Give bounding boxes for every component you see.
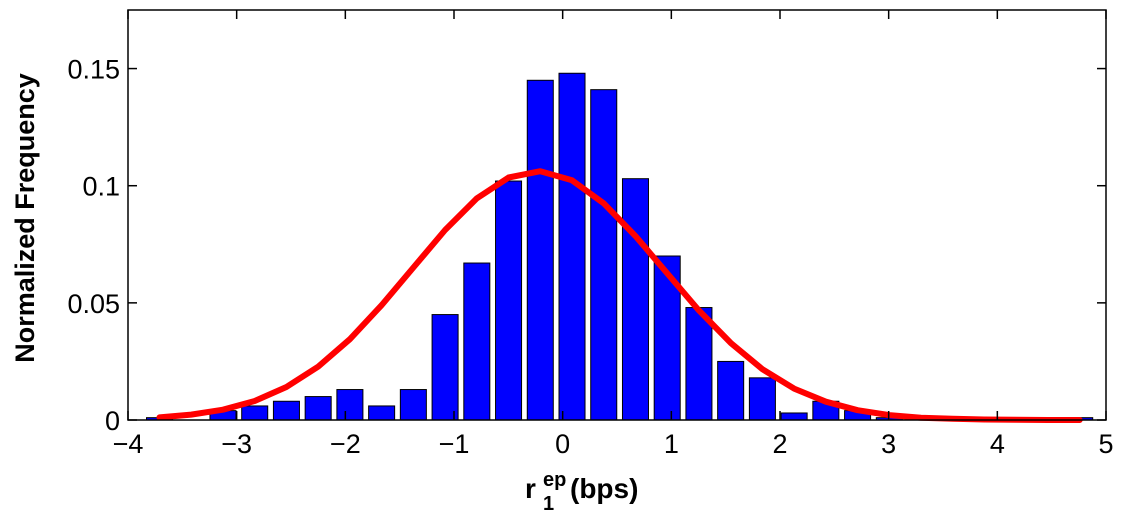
histogram-bar [621,178,649,421]
histogram-bar [336,389,364,421]
y-tick-label: 0.15 [67,55,120,85]
histogram-bar [495,180,523,421]
histogram-bar [780,412,808,421]
histogram-bar [431,314,459,421]
y-tick-label: 0.1 [82,172,120,202]
x-tick-label: −3 [221,429,252,459]
x-tick-labels: −4 −3 −2 −1 0 1 2 3 4 5 [113,429,1114,459]
x-tick-label: 0 [555,429,570,459]
histogram-bar [590,89,618,421]
fit-curve [156,168,1083,423]
histogram-bar [304,396,332,421]
histogram-bar [463,262,491,421]
y-axis-title: Normalized Frequency [10,73,40,363]
histogram-bar [399,389,427,421]
plot-frame [127,9,1107,421]
x-tick-label: 3 [881,429,896,459]
fit-curve-line [156,168,1083,423]
x-axis-title-subscript: 1 [543,493,554,515]
histogram-bar [272,400,300,421]
histogram-bar [748,377,776,421]
x-tick-label: −4 [113,429,144,459]
y-tick-labels: 0 0.05 0.1 0.15 [67,55,120,436]
x-axis-title-superscript: ep [543,469,566,491]
y-tick-label: 0 [105,406,120,436]
histogram-bar [717,360,745,421]
x-axis-title-base: r [525,473,536,504]
x-tick-label: 5 [1098,429,1113,459]
x-axis-title: r ep 1 (bps) [525,461,638,516]
x-tick-label: 2 [772,429,787,459]
x-axis-title-suffix: (bps) [570,473,638,504]
histogram-bar [368,405,396,421]
x-tick-label: 4 [990,429,1005,459]
x-tick-label: −1 [439,429,470,459]
y-tick-label: 0.05 [67,289,120,319]
axis-ticks [127,10,1107,421]
histogram-bar [685,307,713,421]
histogram-bar [526,79,554,421]
histogram-bar [241,405,269,421]
histogram-bars [146,72,1094,421]
x-tick-label: −2 [330,429,361,459]
x-tick-label: 1 [664,429,679,459]
histogram-bar [558,72,586,421]
